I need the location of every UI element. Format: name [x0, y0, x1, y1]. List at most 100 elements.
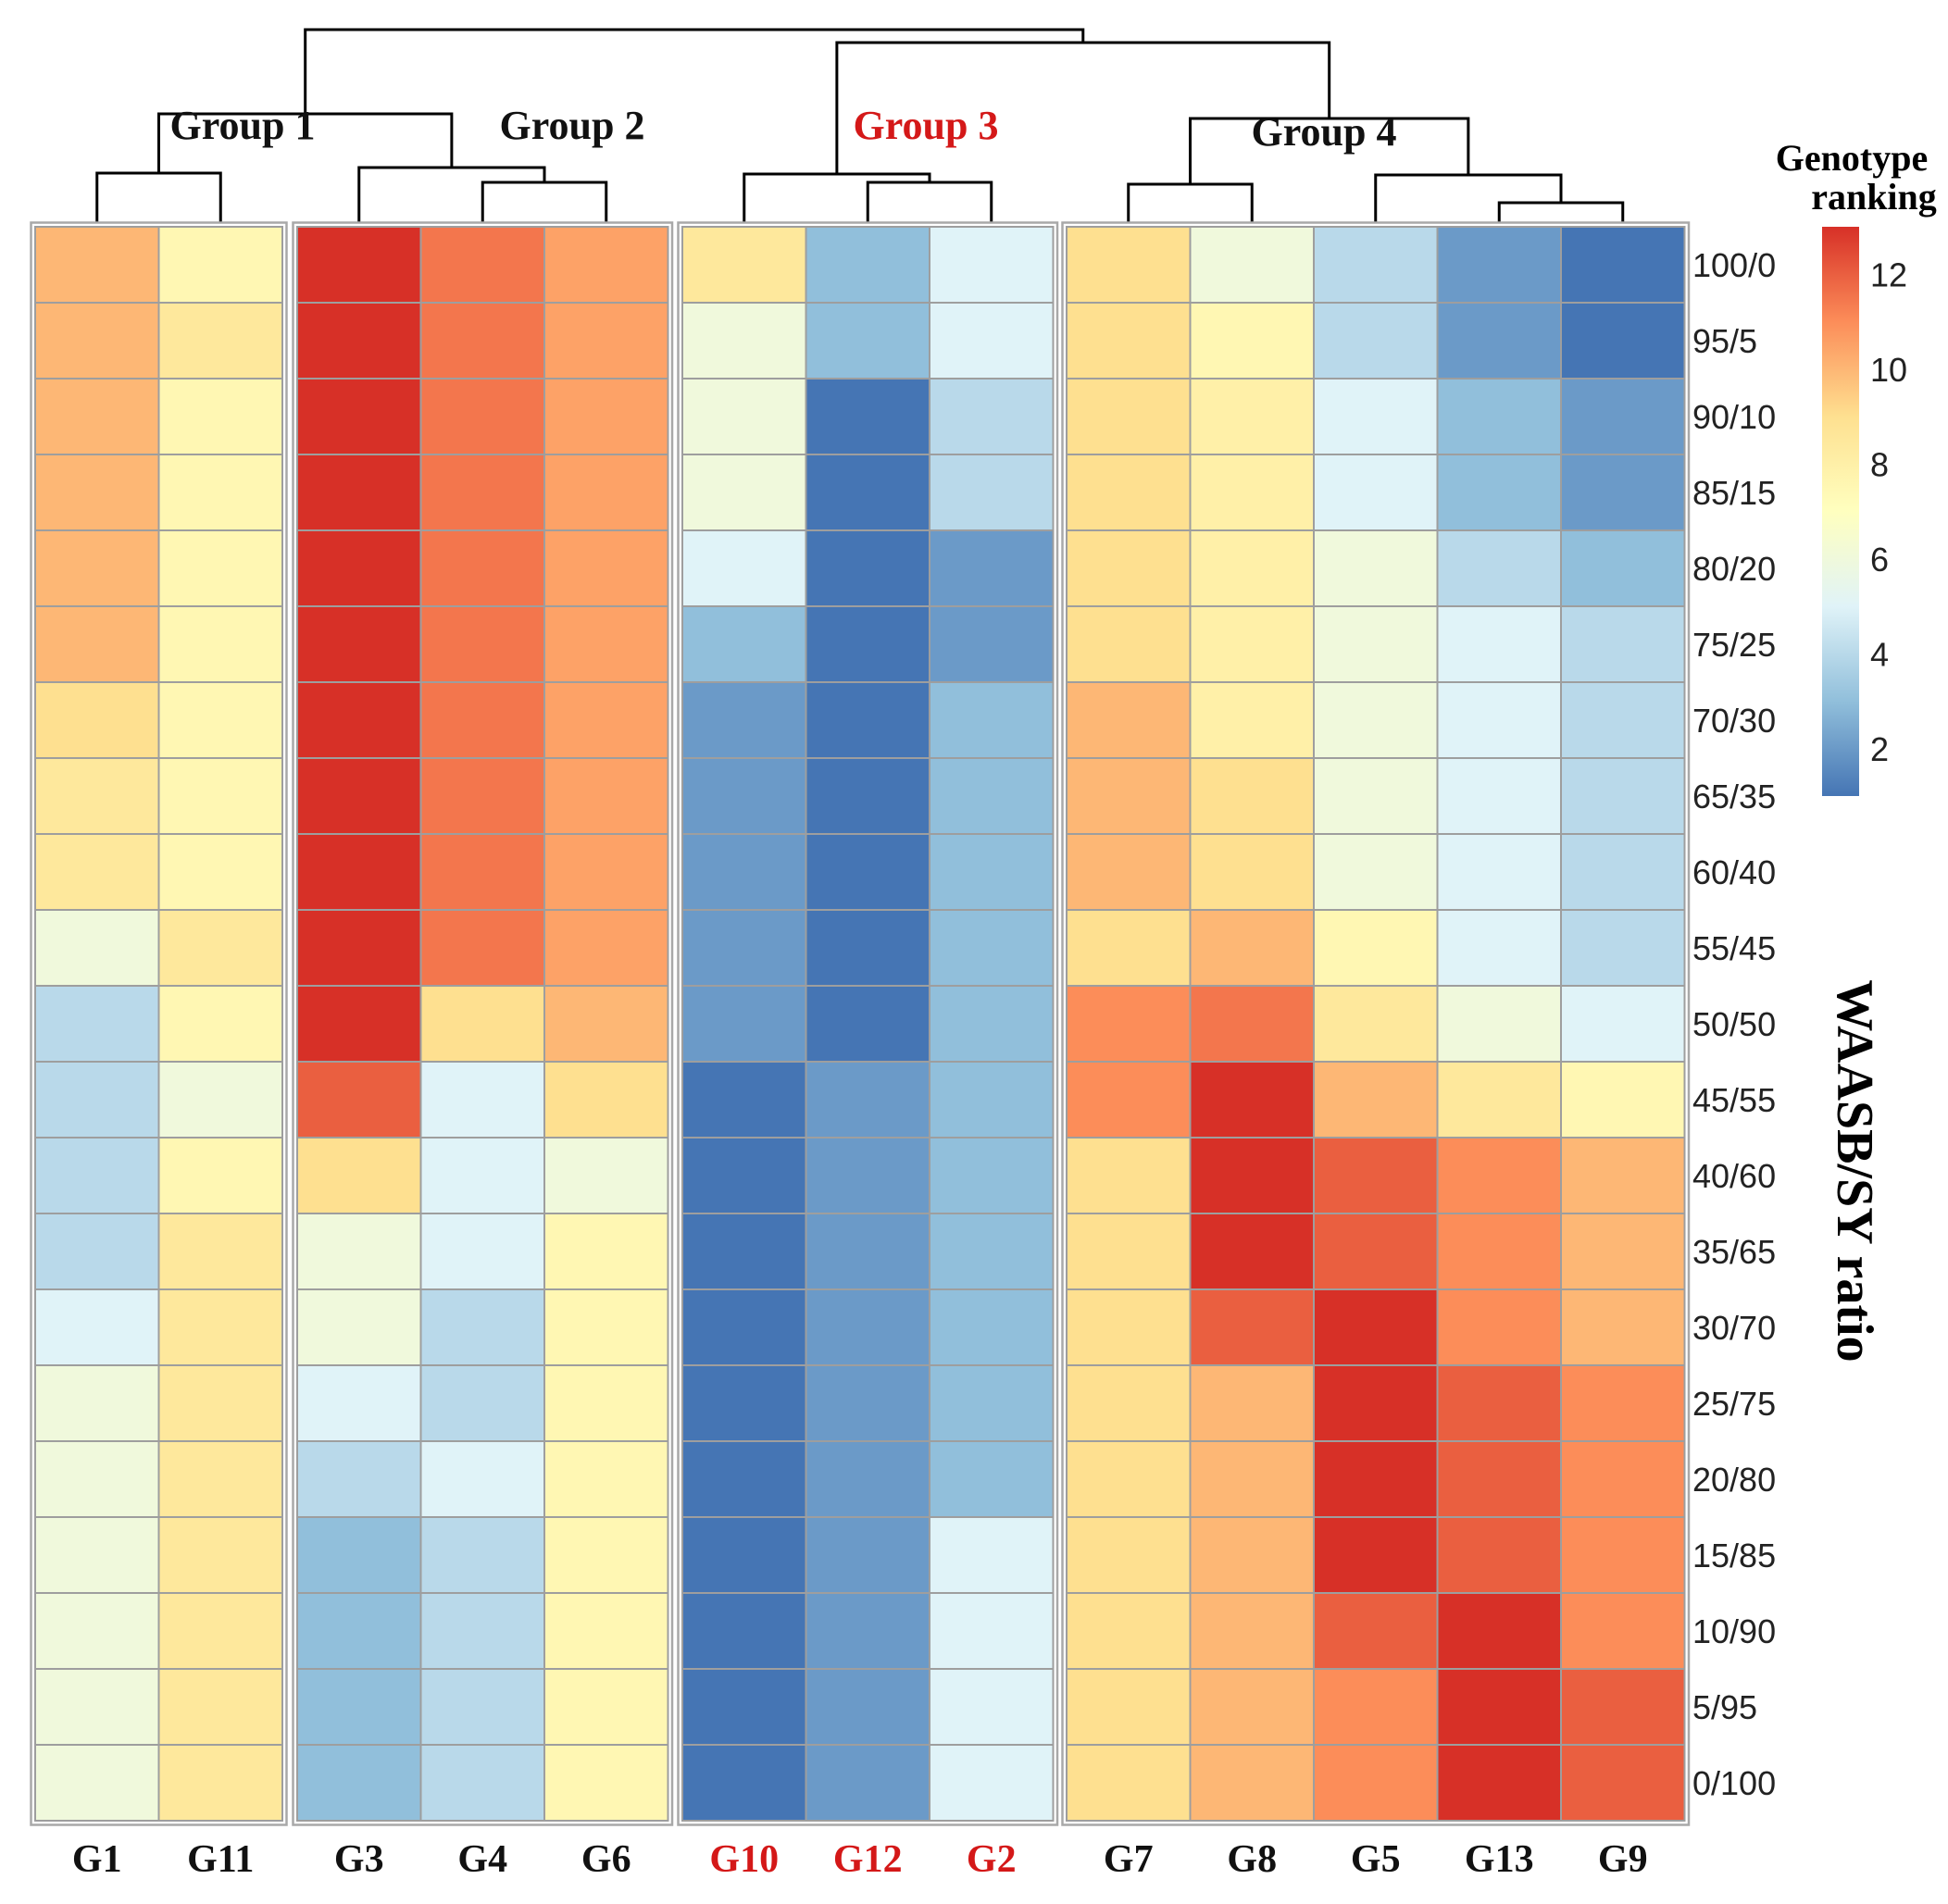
- heatmap-cell: [1436, 681, 1562, 759]
- row-label: 30/70: [1692, 1309, 1776, 1347]
- heatmap-cell: [1313, 1440, 1439, 1518]
- heatmap-cell: [34, 1744, 160, 1822]
- heatmap-cell: [1560, 1364, 1686, 1442]
- heatmap-cell: [805, 529, 930, 607]
- heatmap-cell: [419, 1440, 545, 1518]
- heatmap-cell: [1313, 378, 1439, 455]
- heatmap-cell: [1066, 1137, 1192, 1214]
- heatmap-cell: [1189, 1213, 1315, 1290]
- heatmap-cell: [1066, 226, 1192, 304]
- heatmap-cell: [1066, 1744, 1192, 1822]
- heatmap-cell: [296, 757, 422, 835]
- y-axis-label: WAASB/SY ratio: [1826, 979, 1883, 1362]
- heatmap-cell: [157, 1592, 283, 1670]
- heatmap-cell: [681, 605, 807, 683]
- heatmap-cell: [419, 985, 545, 1063]
- heatmap-cell: [1560, 1061, 1686, 1139]
- heatmap-cell: [681, 1668, 807, 1746]
- heatmap-cell: [419, 1668, 545, 1746]
- column-label: G5: [1351, 1838, 1401, 1881]
- heatmap-cell: [805, 302, 930, 380]
- heatmap-cell: [543, 1592, 669, 1670]
- heatmap-cell: [157, 1440, 283, 1518]
- heatmap-cell: [1066, 1213, 1192, 1290]
- heatmap-cell: [1066, 1061, 1192, 1139]
- heatmap-cell: [929, 833, 1055, 911]
- heatmap-cell: [157, 605, 283, 683]
- heatmap-cell: [34, 1364, 160, 1442]
- heatmap-cell: [1436, 378, 1562, 455]
- heatmap-cell: [805, 605, 930, 683]
- heatmap-cell: [157, 1668, 283, 1746]
- heatmap-cell: [1313, 302, 1439, 380]
- heatmap-cell: [296, 1440, 422, 1518]
- heatmap-cell: [34, 757, 160, 835]
- heatmap-cell: [1560, 454, 1686, 531]
- heatmap-cell: [543, 985, 669, 1063]
- heatmap-cell: [681, 302, 807, 380]
- row-label: 45/55: [1692, 1081, 1776, 1119]
- heatmap-cell: [681, 1213, 807, 1290]
- heatmap-cell: [1560, 909, 1686, 987]
- heatmap-cell: [929, 1364, 1055, 1442]
- heatmap-cell: [419, 378, 545, 455]
- column-label: G1: [72, 1838, 122, 1881]
- row-label: 70/30: [1692, 702, 1776, 740]
- heatmap-cell: [543, 1668, 669, 1746]
- heatmap-cell: [1313, 605, 1439, 683]
- heatmap-cell: [1313, 1061, 1439, 1139]
- heatmap-cell: [34, 226, 160, 304]
- heatmap-cell: [1436, 1213, 1562, 1290]
- heatmap-cell: [157, 1364, 283, 1442]
- heatmap-cell: [1313, 1744, 1439, 1822]
- heatmap-cell: [1189, 1516, 1315, 1594]
- heatmap-cell: [681, 909, 807, 987]
- heatmap-cell: [805, 833, 930, 911]
- group-label: Group 3: [854, 103, 999, 148]
- heatmap-cell: [1189, 378, 1315, 455]
- heatmap-cell: [929, 1744, 1055, 1822]
- heatmap-cell: [1436, 605, 1562, 683]
- heatmap-cell: [1189, 1137, 1315, 1214]
- column-label: G8: [1227, 1838, 1277, 1881]
- heatmap-cell: [543, 909, 669, 987]
- heatmap-cell: [296, 1213, 422, 1290]
- heatmap-cell: [1313, 1213, 1439, 1290]
- heatmap-cell: [1313, 454, 1439, 531]
- heatmap-cell: [805, 1288, 930, 1366]
- heatmap-cell: [681, 1061, 807, 1139]
- heatmap-cell: [929, 1592, 1055, 1670]
- heatmap-cell: [543, 302, 669, 380]
- row-label: 35/65: [1692, 1233, 1776, 1271]
- heatmap-cell: [1560, 302, 1686, 380]
- heatmap-cell: [1560, 985, 1686, 1063]
- heatmap-cell: [543, 1744, 669, 1822]
- column-label: G10: [709, 1838, 779, 1881]
- heatmap-cell: [1066, 454, 1192, 531]
- heatmap-cell: [929, 1288, 1055, 1366]
- heatmap-cell: [296, 454, 422, 531]
- heatmap-cell: [681, 1440, 807, 1518]
- column-labels: G1 G11 G3 G4 G6 G10 G12 G2 G7 G8 G5 G13 G9: [72, 1838, 1648, 1881]
- heatmap-cell: [1066, 1668, 1192, 1746]
- heatmap-cell: [543, 226, 669, 304]
- heatmap-cell: [1560, 529, 1686, 607]
- heatmap-cell: [1436, 1288, 1562, 1366]
- heatmap-cell: [419, 605, 545, 683]
- heatmap-cell: [296, 909, 422, 987]
- dendrogram-link: [481, 180, 608, 224]
- heatmap-cell: [419, 1137, 545, 1214]
- column-label: G2: [967, 1838, 1017, 1881]
- heatmap-cell: [1189, 1668, 1315, 1746]
- heatmap-cell: [157, 302, 283, 380]
- heatmap-cell: [681, 833, 807, 911]
- row-label: 85/15: [1692, 474, 1776, 512]
- heatmap-cell: [1560, 378, 1686, 455]
- heatmap-cell: [681, 529, 807, 607]
- heatmap-cell: [681, 681, 807, 759]
- row-label: 5/95: [1692, 1688, 1757, 1726]
- heatmap-cell: [296, 226, 422, 304]
- row-label: 65/35: [1692, 778, 1776, 815]
- heatmap-cell: [929, 454, 1055, 531]
- heatmap-cell: [805, 757, 930, 835]
